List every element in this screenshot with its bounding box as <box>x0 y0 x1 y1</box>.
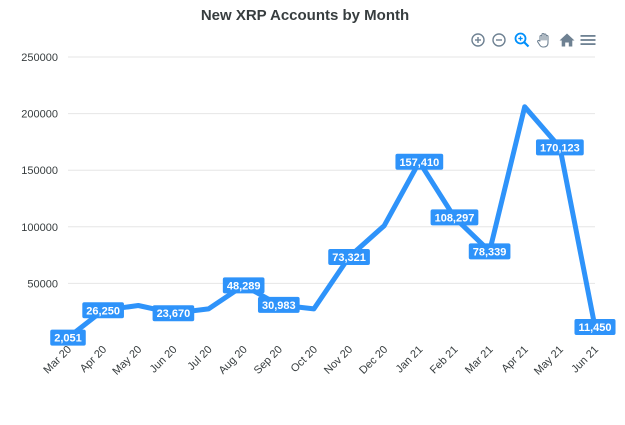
x-tick-label: Feb 21 <box>428 344 461 377</box>
zoom-in-icon[interactable] <box>468 30 488 50</box>
data-label-box <box>535 139 584 156</box>
data-label-box <box>152 305 195 322</box>
chart-title: New XRP Accounts by Month <box>200 7 410 24</box>
data-label: 73,321 <box>328 249 370 266</box>
y-tick-label: 250000 <box>21 52 58 64</box>
data-label: 157,410 <box>395 153 444 170</box>
data-label: 108,297 <box>430 209 479 226</box>
x-tick-label: May 21 <box>532 344 566 378</box>
x-tick-label: Apr 20 <box>78 344 109 375</box>
x-tick-label: Sep 20 <box>252 344 285 377</box>
data-label-text: 170,123 <box>540 142 580 154</box>
x-tick-label: Aug 20 <box>217 344 250 377</box>
data-label-box <box>395 153 444 170</box>
data-label-box <box>82 302 124 319</box>
data-label: 78,339 <box>468 243 511 260</box>
series-line <box>65 104 598 341</box>
selection-zoom-icon[interactable] <box>512 30 532 50</box>
x-tick-label: Jun 20 <box>148 344 180 376</box>
x-tick-label: Jun 21 <box>569 344 601 376</box>
data-label-box <box>50 329 86 346</box>
data-label-text: 11,450 <box>578 322 611 334</box>
data-label: 2,051 <box>50 329 86 346</box>
x-tick-label: Mar 21 <box>463 344 496 377</box>
data-label-text: 157,410 <box>399 157 439 169</box>
data-label-text: 2,051 <box>54 333 82 345</box>
y-axis: 50000 100000 150000 200000 250000 <box>21 52 58 290</box>
data-label-text: 30,983 <box>262 300 296 312</box>
x-tick-label: May 20 <box>110 344 144 378</box>
data-label-text: 73,321 <box>332 252 366 264</box>
y-tick-label: 100000 <box>21 222 58 234</box>
x-tick-label: Nov 20 <box>322 344 355 377</box>
menu-icon[interactable] <box>578 30 598 50</box>
x-tick-label: Apr 21 <box>499 344 530 375</box>
data-label-box <box>430 209 479 226</box>
data-label-box <box>328 249 370 266</box>
data-label-box <box>468 243 511 260</box>
x-tick-label: Jul 20 <box>185 344 214 373</box>
data-label: 26,250 <box>82 302 124 319</box>
data-label-text: 23,670 <box>157 308 191 320</box>
data-label-text: 48,289 <box>227 280 261 292</box>
y-tick-label: 50000 <box>27 278 58 290</box>
data-label-box <box>222 277 265 294</box>
data-label: 23,670 <box>152 305 195 322</box>
data-label: 48,289 <box>222 277 265 294</box>
x-axis: Mar 20 Apr 20 May 20 Jun 20 Jul 20 Aug 20 Sep … <box>41 344 601 378</box>
data-label-text: 108,297 <box>435 212 475 224</box>
x-tick-label: Dec 20 <box>357 344 390 377</box>
x-tick-label: Oct 20 <box>289 344 320 375</box>
data-label-box <box>257 296 300 313</box>
y-tick-label: 200000 <box>21 109 58 121</box>
series-layer <box>65 104 598 341</box>
zoom-out-icon[interactable] <box>489 30 509 50</box>
data-label: 11,450 <box>574 319 616 336</box>
data-label-text: 78,339 <box>473 246 507 258</box>
pan-hand-icon[interactable] <box>534 30 554 50</box>
data-label-box <box>574 319 616 336</box>
y-tick-label: 150000 <box>21 165 58 177</box>
data-label-text: 26,250 <box>86 305 120 317</box>
reset-home-icon[interactable] <box>557 30 577 50</box>
x-tick-label: Mar 20 <box>41 344 74 377</box>
data-label: 30,983 <box>257 296 300 313</box>
x-tick-label: Jan 21 <box>394 344 426 376</box>
data-label: 170,123 <box>535 139 584 156</box>
